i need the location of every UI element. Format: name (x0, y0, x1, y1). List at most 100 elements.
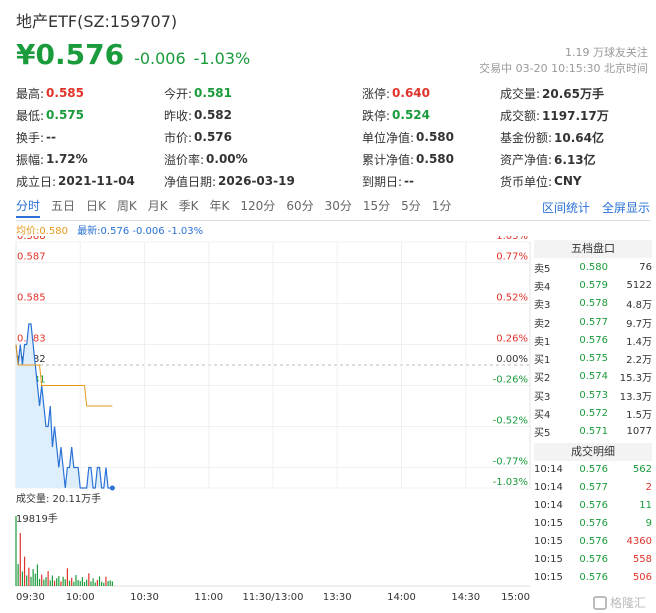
tab-5[interactable]: 季K (178, 198, 199, 213)
ob-volume: 1.4万 (626, 336, 652, 348)
volume-max-label: 19819手 (16, 512, 58, 525)
volume-bar (98, 576, 101, 586)
volume-bar (45, 577, 47, 586)
range-stats-button[interactable]: 区间统计 (541, 201, 590, 215)
stat-cell: 最高: 0.585 (16, 85, 164, 102)
tab-2[interactable]: 日K (86, 198, 106, 213)
pct-tick-label: -0.26% (493, 375, 528, 386)
stat-label: 振幅: (16, 152, 45, 167)
pct-tick-label: 0.77% (496, 252, 528, 263)
volume-bar (73, 581, 75, 586)
volume-bar (66, 568, 68, 586)
ob-price: 0.574 (579, 371, 608, 383)
tab-8[interactable]: 60分 (286, 198, 314, 213)
stat-row: 最高: 0.585 今开: 0.581 涨停: 0.640 成交量: 20.65万手 (16, 82, 646, 104)
tab-4[interactable]: 月K (147, 198, 168, 213)
trade-price: 0.576 (579, 500, 608, 512)
fullscreen-button[interactable]: 全屏显示 (601, 201, 650, 215)
tab-3[interactable]: 周K (116, 198, 137, 213)
watermark-text: 格隆汇 (609, 596, 646, 610)
stat-row: 成立日: 2021-11-04 净值日期: 2026-03-19 到期日: -- 货币单位:… (16, 170, 646, 192)
volume-bar (88, 573, 90, 586)
tab-10[interactable]: 15分 (362, 198, 391, 213)
ob-volume: 9.7万 (626, 318, 652, 330)
stat-value: 0.580 (416, 152, 455, 166)
volume-bar (90, 581, 92, 586)
volume-bar (26, 575, 28, 586)
x-tick-label: 10:30 (130, 592, 159, 603)
volume-bar (32, 569, 34, 586)
trade-price: 0.577 (579, 482, 608, 494)
stat-value: 0.576 (194, 130, 233, 144)
tab-1[interactable]: 五日 (51, 198, 76, 213)
stat-cell: 基金份额: 10.64亿 (500, 129, 646, 146)
y-tick-label: 0.585 (17, 293, 46, 304)
order-book-row: 买1 0.575 2.2万 (534, 349, 652, 367)
stat-label: 资产净值: (500, 152, 553, 167)
pct-tick-label: -1.03% (493, 477, 528, 488)
tab-6[interactable]: 年K (209, 198, 230, 213)
volume-bar (47, 571, 49, 586)
trade-row: 10:15 0.576 506 (534, 569, 652, 587)
watermark-logo-icon (592, 595, 607, 610)
tab-12[interactable]: 1分 (431, 198, 452, 213)
stat-value: 0.582 (194, 108, 233, 122)
ob-level: 卖4 (534, 281, 551, 293)
ob-volume: 4.8万 (626, 300, 652, 312)
volume-bar (81, 577, 83, 586)
ob-volume: 1077 (626, 426, 652, 438)
stat-label: 昨收: (164, 108, 193, 123)
trade-price: 0.576 (579, 572, 608, 584)
ob-price: 0.573 (579, 389, 608, 401)
ob-volume: 5122 (626, 279, 652, 291)
trade-price: 0.576 (579, 518, 608, 530)
x-tick-label: 11:00 (194, 592, 223, 603)
price-summary: ¥0.576 -0.006 -1.03% (16, 38, 250, 71)
ob-level: 卖2 (534, 318, 551, 330)
stat-value: 0.581 (194, 86, 233, 100)
order-book-row: 卖4 0.579 5122 (534, 276, 652, 294)
volume-bar (58, 576, 60, 586)
stat-value: 1.72% (46, 152, 88, 166)
trade-row: 10:14 0.577 2 (534, 479, 652, 497)
volume-bar (103, 582, 105, 586)
stat-label: 累计净值: (362, 152, 415, 167)
trade-volume: 11 (639, 500, 652, 512)
stat-value: 2021-11-04 (58, 174, 135, 188)
volume-bar (109, 580, 111, 586)
stat-cell: 货币单位: CNY (500, 173, 646, 190)
stat-label: 最高: (16, 86, 45, 101)
stat-value: 2026-03-19 (218, 174, 295, 188)
stat-label: 到期日: (362, 174, 403, 189)
order-book-row: 卖1 0.576 1.4万 (534, 331, 652, 349)
tab-7[interactable]: 120分 (240, 198, 276, 213)
volume-bar (77, 579, 79, 586)
trade-details: 10:14 0.576 562 10:14 0.577 2 10:14 0.576 … (534, 461, 652, 587)
stat-cell: 昨收: 0.582 (164, 107, 362, 124)
trade-row: 10:15 0.576 558 (534, 551, 652, 569)
stat-cell: 成交额: 1197.17万 (500, 107, 646, 124)
volume-bar (30, 576, 32, 586)
ob-level: 卖3 (534, 300, 551, 312)
stat-value: 0.580 (416, 130, 455, 144)
stat-cell: 振幅: 1.72% (16, 151, 164, 168)
stat-cell: 资产净值: 6.13亿 (500, 151, 646, 168)
followers-count[interactable]: 1.19 万球友关注 (565, 46, 648, 59)
stat-label: 成立日: (16, 174, 57, 189)
tab-0[interactable]: 分时 (16, 197, 41, 218)
stat-value: 10.64亿 (554, 130, 605, 145)
intraday-chart[interactable]: 0.5881.03%0.5870.77%0.5850.52%0.5830.26%… (0, 236, 534, 613)
trading-status: 交易中 03-20 10:15:30 北京时间 (479, 62, 648, 75)
current-price: ¥0.576 (16, 38, 125, 71)
stat-value: -- (404, 174, 415, 188)
volume-bar (111, 581, 113, 586)
price-line (15, 323, 113, 489)
trade-volume: 2 (645, 482, 652, 494)
volume-bar (71, 577, 73, 586)
volume-bar (83, 582, 86, 586)
ob-volume: 2.2万 (626, 355, 652, 367)
stat-cell: 成交量: 20.65万手 (500, 85, 646, 102)
tab-9[interactable]: 30分 (324, 198, 352, 213)
tab-11[interactable]: 5分 (401, 198, 421, 213)
price-change-percent: -1.03% (193, 49, 251, 68)
